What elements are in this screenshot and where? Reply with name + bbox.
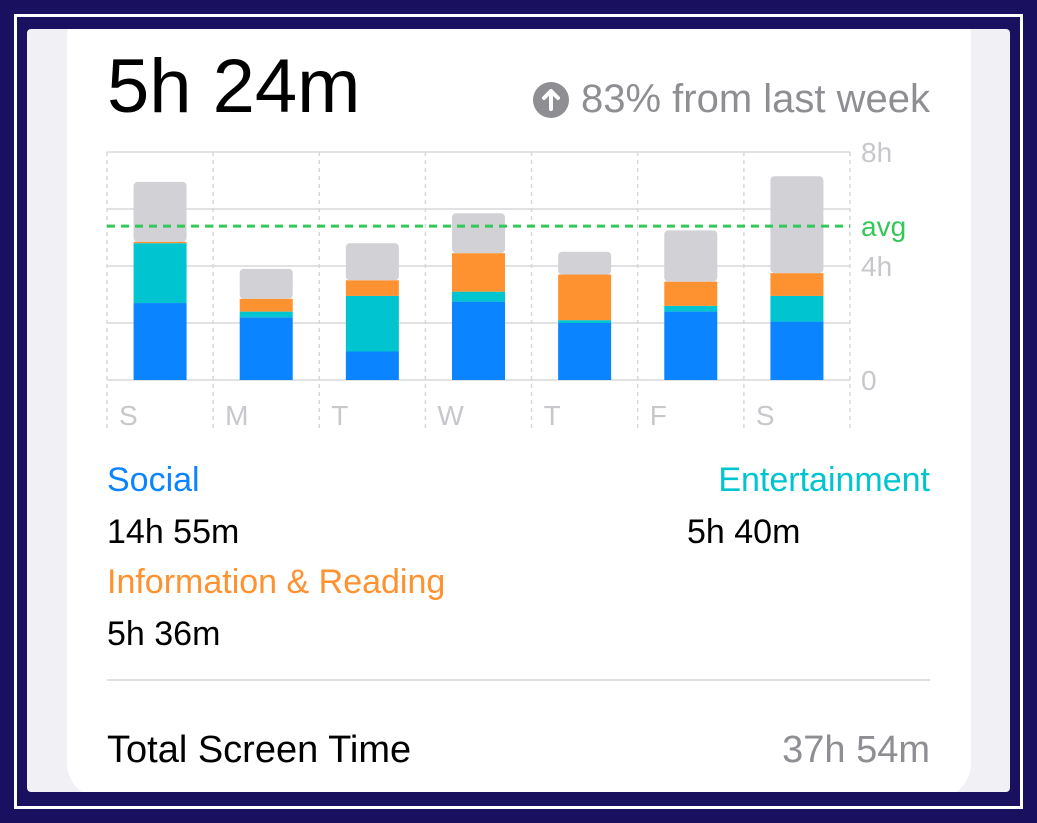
- bar-segment-information: [239, 298, 293, 312]
- bar-segment-entertainment: [558, 320, 612, 323]
- divider: [107, 679, 930, 681]
- trend-text: 83% from last week: [580, 77, 930, 121]
- bar-segment-social: [558, 323, 612, 380]
- bar-segment-entertainment: [664, 305, 718, 312]
- screen-time-card[interactable]: [67, 29, 971, 792]
- y-tick-label: 0: [861, 365, 877, 396]
- arrow-up-circle-icon: [532, 81, 569, 118]
- trend-indicator: 83% from last week: [532, 77, 930, 122]
- y-tick-label: 4h: [861, 251, 892, 282]
- bar-segment-entertainment: [770, 295, 824, 322]
- bar-segment-information: [770, 273, 824, 296]
- bar-segment-other: [345, 243, 399, 281]
- bar-segment-other: [133, 181, 187, 242]
- bar-segment-social: [239, 317, 293, 380]
- bar-segment-social: [770, 321, 824, 380]
- bar-segment-entertainment: [345, 295, 399, 352]
- bar-segment-information: [133, 241, 187, 244]
- daily-average: 5h 24m: [107, 44, 361, 129]
- bar-segment-other: [664, 230, 718, 282]
- day-label: T: [544, 400, 561, 431]
- bar-segment-social: [133, 303, 187, 380]
- total-screen-time-value: 37h 54m: [782, 729, 930, 771]
- bar-segment-entertainment: [452, 291, 505, 302]
- total-screen-time-label[interactable]: Total Screen Time: [107, 729, 412, 771]
- bar-segment-entertainment: [239, 311, 293, 318]
- average-label: avg: [861, 211, 906, 242]
- bar-segment-other: [239, 268, 293, 299]
- legend-social-label[interactable]: Social: [107, 461, 200, 499]
- bar-segment-information: [664, 281, 718, 306]
- day-label: S: [756, 400, 775, 431]
- bar-segment-information: [452, 253, 505, 292]
- legend-social-value: 14h 55m: [107, 513, 240, 551]
- legend-entertainment-label[interactable]: Entertainment: [718, 461, 930, 499]
- legend-information-value: 5h 36m: [107, 615, 221, 653]
- day-label: M: [225, 400, 248, 431]
- day-label: F: [650, 400, 667, 431]
- y-tick-label: 8h: [861, 137, 892, 168]
- bar-segment-social: [345, 351, 399, 380]
- day-label: T: [331, 400, 348, 431]
- bar-segment-social: [664, 311, 718, 380]
- bar-segment-other: [452, 213, 505, 254]
- legend-information-label[interactable]: Information & Reading: [107, 563, 446, 601]
- bar-segment-other: [558, 251, 612, 275]
- legend-entertainment-value: 5h 40m: [687, 513, 801, 551]
- screen: [27, 29, 1010, 792]
- day-label: S: [119, 400, 138, 431]
- bar-segment-entertainment: [133, 243, 187, 304]
- bar-segment-social: [452, 301, 505, 380]
- bar-segment-information: [558, 274, 612, 321]
- day-label: W: [437, 400, 464, 431]
- bar-segment-information: [345, 280, 399, 296]
